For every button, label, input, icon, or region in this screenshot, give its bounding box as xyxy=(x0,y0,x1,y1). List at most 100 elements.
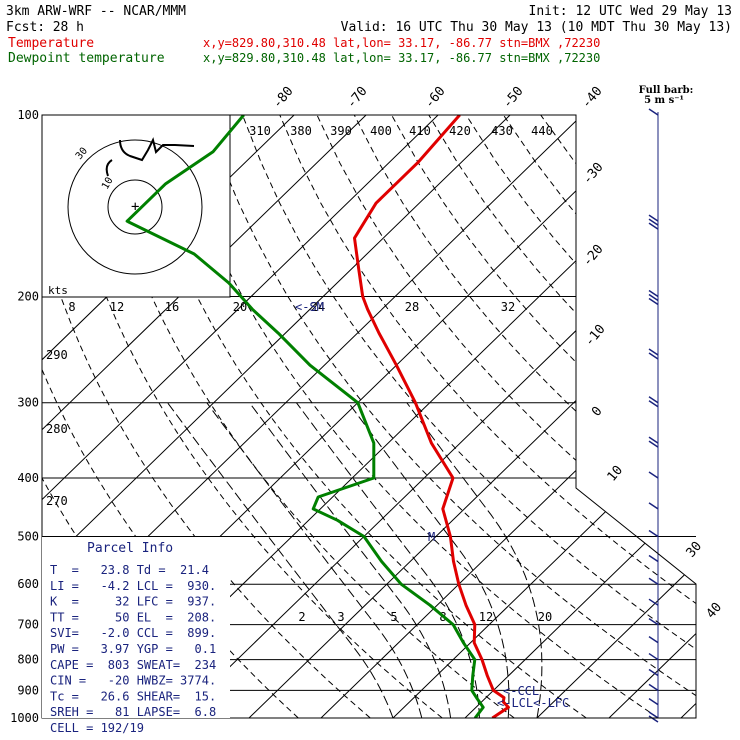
temp-tick-label: -70 xyxy=(344,84,371,112)
isotherm-line xyxy=(392,115,696,718)
parcel-info-row: CELL = 192/19 xyxy=(50,721,144,735)
wind-barb xyxy=(648,348,659,356)
pressure-tick-label: 800 xyxy=(17,653,39,667)
isotherm-line xyxy=(464,115,696,718)
hodo-speed-label: 24 xyxy=(311,300,325,314)
hodo-speed-label: 8 xyxy=(68,300,75,314)
hodo-ring-label-10: 10 xyxy=(100,176,116,192)
dry-adiabat xyxy=(391,115,696,718)
isotherm-line xyxy=(248,115,696,718)
pressure-tick-label: 500 xyxy=(17,529,39,543)
forecast-hour: 28 h xyxy=(53,20,84,35)
isotherm-line xyxy=(608,115,696,718)
temp-tick-label: -20 xyxy=(580,242,607,270)
isotherm-line xyxy=(42,115,367,718)
hodo-ring-outer xyxy=(67,139,203,275)
parcel-info-title: Parcel Info xyxy=(87,541,173,556)
temperature-legend-label: Temperature xyxy=(8,36,94,51)
temperature-legend-location: x,y=829.80,310.48 lat,lon= 33.17, -86.77… xyxy=(203,36,600,50)
temp-tick-label: -60 xyxy=(422,84,449,112)
isotherm-line xyxy=(320,115,696,718)
parcel-info-row: PW = 3.97 YGP = 0.1 xyxy=(50,642,216,656)
theta-left-label: 270 xyxy=(46,494,68,508)
moist-adiabat xyxy=(167,402,394,718)
forecast-label: Fcst: xyxy=(6,20,45,35)
dry-adiabat xyxy=(167,115,659,718)
dry-adiabat xyxy=(353,115,696,718)
wind-barb xyxy=(648,668,659,677)
dewpoint-legend-location: x,y=829.80,310.48 lat,lon= 33.17, -86.77… xyxy=(203,51,600,65)
isotherm-line xyxy=(680,115,696,718)
dry-adiabat xyxy=(727,115,740,718)
temp-tick-label: -80 xyxy=(270,84,297,112)
wind-barb xyxy=(648,636,659,644)
theta-label: 310 xyxy=(249,124,271,138)
theta-label: 420 xyxy=(449,124,471,138)
theta-label: 430 xyxy=(491,124,513,138)
wind-barb xyxy=(648,577,659,585)
hodo-speed-label: 20 xyxy=(233,300,247,314)
moist-adiabat xyxy=(295,402,480,718)
storm-motion-marker: <-SM xyxy=(295,300,324,314)
temp-tick-label: -10 xyxy=(582,322,609,350)
hodo-speed-label: 12 xyxy=(110,300,124,314)
dry-adiabat xyxy=(614,115,696,718)
wind-barb xyxy=(648,436,659,444)
wind-barb xyxy=(648,289,659,298)
moist-adiabat xyxy=(249,402,452,718)
wind-barb xyxy=(648,108,659,116)
pressure-tick-label: 300 xyxy=(17,396,39,410)
dry-adiabat xyxy=(540,115,696,718)
temp-tick-label: -30 xyxy=(580,160,607,188)
parcel-info-panel: Parcel Info T = 23.8 Td = 21.4 LI = -4.2 … xyxy=(42,537,230,735)
hodo-speed-label: 28 xyxy=(405,300,419,314)
wind-barb xyxy=(648,352,659,360)
mixing-ratio-label: 5 xyxy=(390,610,397,624)
wind-barb xyxy=(648,400,659,408)
pressure-tick-label: 400 xyxy=(17,471,39,485)
temp-tick-label: 10 xyxy=(605,463,627,485)
wind-barb xyxy=(648,715,659,723)
dry-adiabat xyxy=(689,115,696,718)
wind-barb xyxy=(648,617,659,626)
hodograph-inset: + 30 10 kts xyxy=(41,114,231,298)
hodo-units: kts xyxy=(48,284,68,297)
parcel-info-row: CIN = -20 HWBZ= 3774. xyxy=(50,674,216,688)
parcel-info-row: K = 32 LFC = 937. xyxy=(50,595,216,609)
wind-barb xyxy=(648,529,659,538)
theta-label: 390 xyxy=(330,124,352,138)
wind-barb xyxy=(648,711,659,719)
pressure-tick-label: 1000 xyxy=(10,711,39,725)
theta-left-label: 280 xyxy=(46,422,68,436)
pressure-tick-label: 100 xyxy=(17,108,39,122)
dewpoint-legend-label: Dewpoint temperature xyxy=(8,51,165,66)
dry-adiabat xyxy=(204,115,696,718)
temperature-trace xyxy=(353,115,510,718)
hodo-center: + xyxy=(131,199,139,215)
theta-label: 400 xyxy=(370,124,392,138)
temp-tick-label: 0 xyxy=(589,404,606,420)
mixing-ratio-label: 12 xyxy=(479,610,493,624)
wind-barb xyxy=(648,396,659,404)
lcl-lfc-marker: <-LCL<-LFC xyxy=(497,696,569,710)
wind-barb xyxy=(648,471,659,479)
parcel-info-row: T = 23.8 Td = 21.4 xyxy=(50,563,209,577)
wind-barb xyxy=(648,554,659,563)
wind-barb xyxy=(648,222,659,230)
hodo-speed-label: 32 xyxy=(501,300,515,314)
hodograph-trace xyxy=(105,137,195,177)
dry-adiabat xyxy=(316,115,696,718)
mixing-ratio-label: 20 xyxy=(538,610,552,624)
valid-time: Valid: 16 UTC Thu 30 May 13 (10 MDT Thu … xyxy=(341,20,732,35)
theta-label: 440 xyxy=(531,124,553,138)
parcel-info-row: LI = -4.2 LCL = 930. xyxy=(50,579,216,593)
mixing-ratio-label: 2 xyxy=(298,610,305,624)
temp-tick-label: -40 xyxy=(579,84,606,112)
wind-barb xyxy=(648,214,659,222)
temp-tick-label: 40 xyxy=(704,600,726,622)
wind-barb xyxy=(648,652,659,661)
theta-left-label: 290 xyxy=(46,348,68,362)
wind-barb xyxy=(648,697,659,706)
init-time: Init: 12 UTC Wed 29 May 13 xyxy=(529,4,733,19)
